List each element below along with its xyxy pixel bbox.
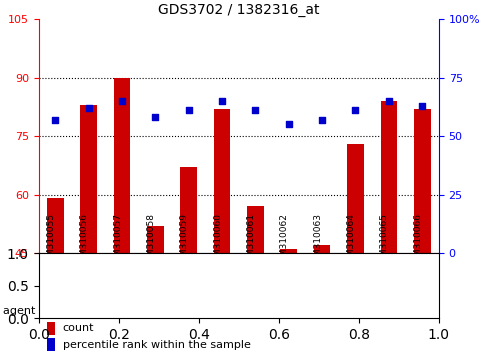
Point (218, 98, 226, 104)
Text: forskolin: forskolin (367, 294, 411, 304)
FancyBboxPatch shape (341, 281, 437, 317)
Bar (47, 322, 55, 335)
Title: GDS3702 / 1382316_at: GDS3702 / 1382316_at (158, 3, 320, 17)
FancyBboxPatch shape (241, 281, 337, 317)
FancyBboxPatch shape (141, 281, 237, 317)
Text: norepinephrine: norepinephrine (149, 294, 228, 304)
Bar (180, 167, 197, 253)
Text: cAMP: cAMP (275, 294, 303, 304)
Text: GSM310059: GSM310059 (180, 213, 189, 268)
Text: GSM310056: GSM310056 (80, 213, 89, 268)
Point (352, 108, 359, 113)
Text: GSM310066: GSM310066 (413, 213, 422, 268)
Bar (80, 105, 97, 253)
Text: percentile rank within the sample: percentile rank within the sample (63, 340, 251, 350)
Point (85, 105, 93, 111)
Bar (381, 101, 397, 253)
Bar (114, 78, 130, 253)
Bar (281, 249, 297, 253)
Point (418, 103, 426, 109)
Bar (47, 338, 55, 351)
Bar (47, 199, 64, 253)
Point (152, 115, 159, 120)
Text: GSM310064: GSM310064 (346, 213, 355, 268)
Bar (147, 226, 164, 253)
Text: GSM310061: GSM310061 (246, 213, 256, 268)
Bar (214, 109, 230, 253)
Bar (414, 109, 430, 253)
Bar (247, 206, 264, 253)
Text: GSM310060: GSM310060 (213, 213, 222, 268)
Text: GSM310062: GSM310062 (280, 213, 289, 268)
Point (118, 98, 126, 104)
Text: GSM310058: GSM310058 (146, 213, 156, 268)
Text: GSM310055: GSM310055 (46, 213, 56, 268)
FancyBboxPatch shape (40, 281, 137, 317)
Point (52, 117, 59, 122)
Point (285, 121, 293, 127)
Point (252, 108, 259, 113)
Point (318, 117, 326, 122)
Text: GSM310057: GSM310057 (113, 213, 122, 268)
Point (385, 98, 393, 104)
Bar (314, 245, 330, 253)
Text: untreated: untreated (63, 294, 114, 304)
Text: agent: agent (3, 306, 39, 316)
Point (185, 108, 193, 113)
Text: GSM310065: GSM310065 (380, 213, 389, 268)
Text: agent: agent (47, 263, 79, 273)
Text: count: count (63, 323, 94, 333)
Bar (347, 144, 364, 253)
Text: GSM310063: GSM310063 (313, 213, 322, 268)
